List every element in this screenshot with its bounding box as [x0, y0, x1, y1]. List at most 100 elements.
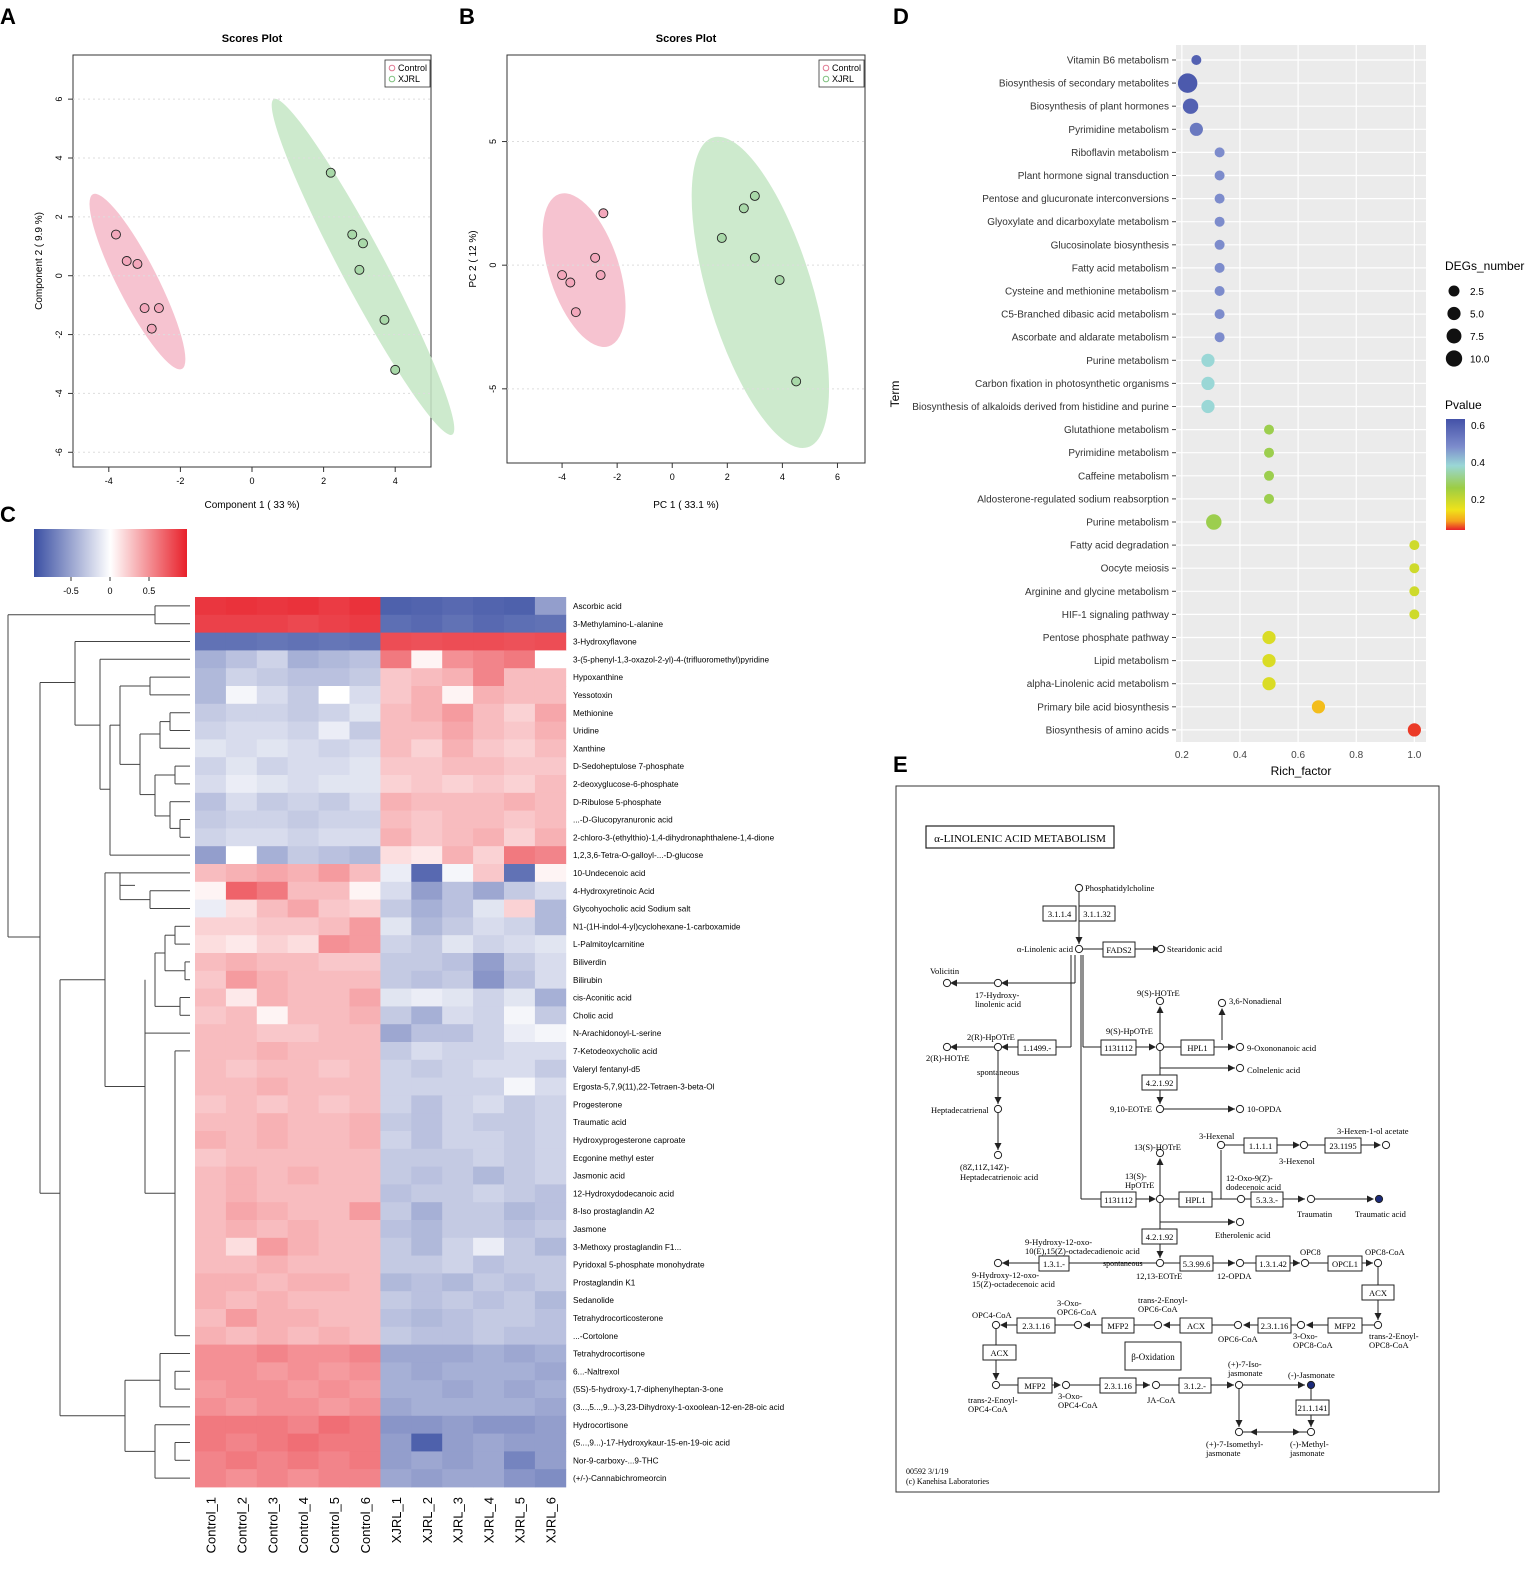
enrichment-bubble: [1177, 73, 1198, 93]
heatmap-cell: [349, 1433, 381, 1452]
heatmap-cell: [534, 1451, 567, 1470]
heatmap-cell: [349, 1202, 381, 1221]
heatmap-row-label: Nor-9-carboxy-...9-THC: [573, 1456, 659, 1465]
heatmap-cell: [195, 1184, 227, 1203]
heatmap-row-label: 1,2,3,6-Tetra-O-galloyl-...-D-glucose: [573, 851, 704, 860]
enzyme-box: [982, 1344, 1017, 1361]
heatmap-cell: [318, 1362, 350, 1381]
compound-node: [1156, 944, 1166, 954]
heatmap-cell: [256, 1006, 289, 1025]
heatmap-cell: [256, 1148, 289, 1167]
heatmap-cell: [256, 1166, 289, 1185]
heatmap-cell: [256, 1255, 289, 1274]
heatmap-cell: [225, 1184, 258, 1203]
panel-a-x-tick-label: 4: [393, 476, 398, 486]
heatmap-cell: [380, 988, 412, 1007]
enzyme-label: ACX: [1187, 1321, 1205, 1331]
heatmap-cell: [256, 775, 289, 794]
heatmap-cell: [473, 792, 505, 811]
pvalue-legend-tick: 0.6: [1471, 421, 1485, 432]
heatmap-cell: [504, 1077, 536, 1096]
heatmap-cell: [380, 1148, 412, 1167]
heatmap-cell: [349, 1291, 381, 1310]
heatmap-cell: [442, 703, 474, 722]
heatmap-cell: [534, 703, 567, 722]
heatmap-cell: [349, 864, 381, 883]
heatmap-row-label: cis-Aconitic acid: [573, 994, 632, 1003]
enzyme-label: 4.2.1.92: [1146, 1232, 1174, 1242]
reaction-arrowhead: [1250, 1428, 1257, 1436]
compound-label: OPC4-CoA: [1058, 1400, 1099, 1410]
heatmap-row-label: Yessotoxin: [573, 691, 613, 700]
heatmap-cell: [380, 650, 412, 669]
heatmap-cell: [504, 917, 536, 936]
compound-label: jasmonate: [1289, 1448, 1325, 1458]
enzyme-label: 1.1.1.1: [1249, 1141, 1272, 1151]
reaction-arrowhead: [1228, 1064, 1235, 1072]
heatmap-cell: [195, 775, 227, 794]
enrichment-bubble: [1407, 723, 1421, 737]
heatmap-cell: [256, 703, 289, 722]
heatmap-cell: [380, 1255, 412, 1274]
heatmap-cell: [256, 1380, 289, 1399]
heatmap-row-label: L-Palmitoylcarnitine: [573, 940, 645, 949]
heatmap-cell: [534, 757, 567, 776]
heatmap-cell: [225, 846, 258, 865]
heatmap-cell: [256, 1220, 289, 1239]
heatmap-cell: [473, 650, 505, 669]
heatmap-cell: [442, 1255, 474, 1274]
heatmap-cell: [411, 632, 443, 651]
heatmap-cell: [225, 1380, 258, 1399]
heatmap-cell: [473, 668, 505, 687]
heatmap-cell: [380, 864, 412, 883]
enrichment-bubble: [1214, 147, 1225, 158]
heatmap-cell: [380, 1326, 412, 1345]
heatmap-cell: [225, 1077, 258, 1096]
compound-label: 13(S)-HOTrE: [1134, 1142, 1181, 1152]
heatmap-cell: [318, 1469, 350, 1488]
heatmap-column-label: Control_6: [358, 1497, 373, 1553]
heatmap-cell: [349, 739, 381, 758]
heatmap-cell: [225, 1415, 258, 1434]
reaction-arrowhead: [1153, 945, 1160, 953]
heatmap-cell: [504, 810, 536, 829]
heatmap-cell: [534, 1042, 567, 1061]
heatmap-cell: [411, 1059, 443, 1078]
heatmap-row-label: Hydrocortisone: [573, 1421, 629, 1430]
panel-d-plot-bg: [1176, 45, 1426, 742]
heatmap-cell: [473, 1273, 505, 1292]
heatmap-cell: [380, 881, 412, 900]
heatmap-cell: [195, 1220, 227, 1239]
heatmap-cell: [504, 632, 536, 651]
heatmap-cell: [380, 1237, 412, 1256]
heatmap-cell: [380, 1362, 412, 1381]
heatmap-cell: [349, 1362, 381, 1381]
reaction-arrowhead: [1366, 1259, 1373, 1267]
heatmap-cell: [473, 1469, 505, 1488]
heatmap-cell: [195, 828, 227, 847]
heatmap-cell: [349, 703, 381, 722]
compound-label: 3-Hexenal: [1199, 1131, 1235, 1141]
enzyme-label: 2.3.1.16: [1104, 1381, 1132, 1391]
compound-label: OPC8-CoA: [1365, 1247, 1406, 1257]
heatmap-cell: [411, 721, 443, 740]
enrichment-bubble: [1409, 586, 1420, 597]
heatmap-cell: [349, 1006, 381, 1025]
compound-label: HpOTrE: [1125, 1180, 1154, 1190]
heatmap-cell: [318, 668, 350, 687]
compound-node: [1073, 1320, 1083, 1330]
heatmap-cell: [411, 864, 443, 883]
heatmap-cell: [534, 686, 567, 705]
heatmap-cell: [380, 721, 412, 740]
heatmap-column-label: Control_4: [296, 1497, 311, 1553]
heatmap-cell: [256, 917, 289, 936]
heatmap-cell: [473, 1184, 505, 1203]
heatmap-cell: [225, 1309, 258, 1328]
heatmap-cell: [287, 792, 319, 811]
heatmap-row-label: Xanthine: [573, 744, 606, 753]
heatmap-cell: [287, 1380, 319, 1399]
heatmap-cell: [287, 1220, 319, 1239]
heatmap-cell: [256, 899, 289, 918]
enzyme-label: 3.1.1.4: [1048, 909, 1072, 919]
heatmap-cell: [442, 935, 474, 954]
